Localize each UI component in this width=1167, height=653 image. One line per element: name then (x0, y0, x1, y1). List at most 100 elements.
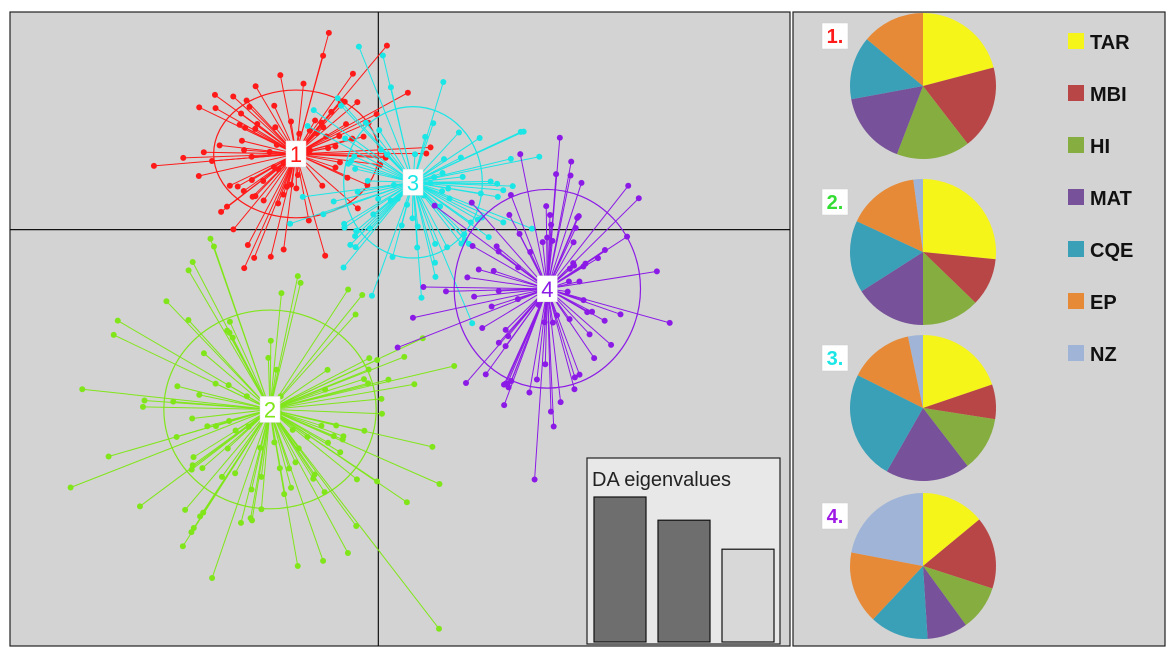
cluster-1-point (249, 177, 255, 183)
cluster-1-point (272, 124, 278, 130)
cluster-2-point (180, 543, 186, 549)
cluster-4-point (503, 327, 509, 333)
cluster-2-point (361, 376, 367, 382)
cluster-4-point (543, 203, 549, 209)
cluster-2-point (227, 319, 233, 325)
cluster-3-point (287, 221, 293, 227)
pie-4-label: 4. (827, 506, 844, 528)
cluster-1-point (355, 205, 361, 211)
cluster-1-point (247, 104, 253, 110)
cluster-2-point (354, 476, 360, 482)
cluster-4-point (532, 476, 538, 482)
cluster-1-point (212, 92, 218, 98)
cluster-1-point (217, 142, 223, 148)
cluster-1-point (209, 158, 215, 164)
cluster-3-point (409, 215, 415, 221)
cluster-2-point (359, 292, 365, 298)
cluster-1-point (245, 242, 251, 248)
cluster-3-point (494, 181, 500, 187)
cluster-1-point (196, 104, 202, 110)
cluster-2-point (268, 338, 274, 344)
cluster-4-point (591, 355, 597, 361)
cluster-3-point (500, 219, 506, 225)
cluster-1-point (241, 147, 247, 153)
cluster-1-point (271, 164, 277, 170)
cluster-3-point (460, 174, 466, 180)
eigenvalue-bar (594, 497, 646, 642)
cluster-1-point (428, 144, 434, 150)
cluster-4-point (469, 200, 475, 206)
legend-swatch (1068, 85, 1084, 101)
cluster-4-point (506, 212, 512, 218)
eigenvalue-inset: DA eigenvalues (587, 458, 780, 644)
cluster-4-point (557, 135, 563, 141)
cluster-1-point (196, 173, 202, 179)
cluster-3-point (500, 187, 506, 193)
cluster-4-point (625, 183, 631, 189)
cluster-3-point (335, 95, 341, 101)
cluster-3-point (495, 194, 501, 200)
cluster-4-point (624, 234, 630, 240)
cluster-1-point (230, 226, 236, 232)
cluster-4-point (420, 284, 426, 290)
cluster-3-point (311, 107, 317, 113)
pie-2-label: 2. (827, 192, 844, 214)
cluster-3-point (300, 194, 306, 200)
cluster-4-point (567, 316, 573, 322)
cluster-4-point (527, 249, 533, 255)
cluster-4-point (443, 288, 449, 294)
cluster-4-point (602, 247, 608, 253)
cluster-1-point (312, 117, 318, 123)
cluster-1-point (260, 178, 266, 184)
cluster-1-point (405, 90, 411, 96)
cluster-3-point (536, 154, 542, 160)
legend-label: HI (1090, 136, 1110, 158)
cluster-1-point (336, 133, 342, 139)
cluster-1-point (253, 83, 259, 89)
cluster-4-point (636, 195, 642, 201)
cluster-3-point (477, 135, 483, 141)
cluster-2-point (174, 383, 180, 389)
cluster-1-point (275, 200, 281, 206)
cluster-3-point (375, 196, 381, 202)
cluster-2-point (379, 411, 385, 417)
cluster-1-point (337, 159, 343, 165)
cluster-2-point (345, 287, 351, 293)
cluster-3-point (305, 123, 311, 129)
cluster-4-point (553, 171, 559, 177)
cluster-1-point (280, 192, 286, 198)
cluster-1-point (319, 183, 325, 189)
cluster-2-point (295, 273, 301, 279)
cluster-4-point (534, 377, 540, 383)
cluster-4-point (584, 309, 590, 315)
cluster-3-point (432, 274, 438, 280)
cluster-1-point (281, 247, 287, 253)
cluster-4-point (471, 294, 477, 300)
cluster-3-point (380, 52, 386, 58)
cluster-2-point (197, 513, 203, 519)
cluster-3-point (469, 320, 475, 326)
cluster-3-label: 3 (407, 170, 419, 195)
cluster-2-point (196, 392, 202, 398)
cluster-3-point (456, 129, 462, 135)
cluster-1-point (288, 119, 294, 125)
cluster-1-point (238, 110, 244, 116)
cluster-1-point (201, 149, 207, 155)
cluster-1-point (325, 145, 331, 151)
cluster-3-point (338, 103, 344, 109)
cluster-2-point (325, 367, 331, 373)
cluster-3-point (440, 170, 446, 176)
cluster-4-point (602, 318, 608, 324)
cluster-2-point (249, 486, 255, 492)
cluster-2-label: 2 (264, 397, 276, 422)
legend-label: EP (1090, 292, 1117, 314)
cluster-2-point (320, 558, 326, 564)
cluster-3-point (351, 153, 357, 159)
cluster-3-point (468, 219, 474, 225)
cluster-2-point (281, 491, 287, 497)
cluster-3-point (415, 224, 421, 230)
cluster-4-point (618, 311, 624, 317)
cluster-4-point (494, 243, 500, 249)
